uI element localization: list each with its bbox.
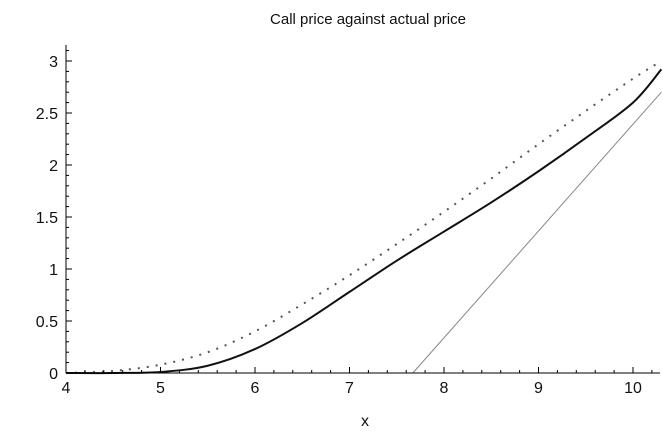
x-tick-label: 7 xyxy=(345,380,354,397)
y-tick-label: 2.5 xyxy=(36,106,58,123)
x-axis-label: x xyxy=(361,413,369,430)
x-tick-label: 8 xyxy=(440,380,449,397)
x-tick-label: 5 xyxy=(156,380,165,397)
axes-layer: 4 5 6 7 8 9 10 0 0.5 1 1.5 2 2.5 3 xyxy=(36,45,660,397)
y-tick-label: 0 xyxy=(49,366,58,383)
series-line-1 xyxy=(65,60,662,374)
series-layer xyxy=(65,60,663,375)
series-line-3 xyxy=(412,91,662,374)
y-tick-label: 1.5 xyxy=(36,210,58,227)
series-line-2 xyxy=(65,68,663,375)
x-tick-label: 10 xyxy=(624,380,642,397)
y-tick-label: 1 xyxy=(49,262,58,279)
x-tick-label: 9 xyxy=(534,380,543,397)
y-tick-label: 0.5 xyxy=(36,314,58,331)
x-tick-label: 6 xyxy=(251,380,260,397)
y-tick-label: 3 xyxy=(49,54,58,71)
x-tick-label: 4 xyxy=(62,380,71,397)
chart-title: Call price against actual price xyxy=(270,11,466,28)
y-tick-label: 2 xyxy=(49,158,58,175)
